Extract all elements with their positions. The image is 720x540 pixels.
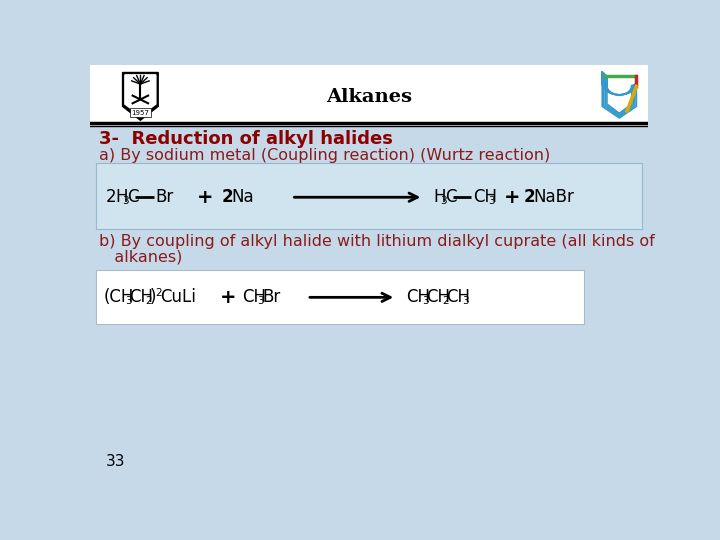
Text: 3: 3 xyxy=(488,196,495,206)
Text: 2: 2 xyxy=(222,188,233,206)
Text: CH: CH xyxy=(242,288,266,306)
Text: CH: CH xyxy=(473,188,497,206)
Text: CuLi: CuLi xyxy=(160,288,196,306)
Text: +: + xyxy=(197,188,213,207)
Text: CH: CH xyxy=(130,288,153,306)
Text: 3: 3 xyxy=(122,196,129,206)
Text: CH: CH xyxy=(446,288,470,306)
Text: 2: 2 xyxy=(106,188,116,206)
Text: a) By sodium metal (Coupling reaction) (Wurtz reaction): a) By sodium metal (Coupling reaction) (… xyxy=(99,148,551,163)
Bar xyxy=(96,269,585,323)
Text: 1957: 1957 xyxy=(132,110,149,116)
Text: 3: 3 xyxy=(441,196,447,206)
Polygon shape xyxy=(125,75,156,116)
Text: NaBr: NaBr xyxy=(534,188,574,206)
Text: +: + xyxy=(220,288,236,307)
Text: C: C xyxy=(127,188,139,206)
Text: Br: Br xyxy=(262,288,280,306)
Text: Alkanes: Alkanes xyxy=(326,88,412,106)
Text: 3-  Reduction of alkyl halides: 3- Reduction of alkyl halides xyxy=(99,130,393,148)
Text: 2: 2 xyxy=(524,188,536,206)
Text: Br: Br xyxy=(155,188,174,206)
Text: CH: CH xyxy=(406,288,431,306)
Text: 33: 33 xyxy=(106,454,125,469)
Text: b) By coupling of alkyl halide with lithium dialkyl cuprate (all kinds of: b) By coupling of alkyl halide with lith… xyxy=(99,234,655,249)
Bar xyxy=(96,164,642,229)
Text: alkanes): alkanes) xyxy=(99,250,183,265)
Text: 3: 3 xyxy=(125,296,132,306)
Text: 2: 2 xyxy=(442,296,449,306)
Text: C: C xyxy=(445,188,456,206)
Text: 3: 3 xyxy=(258,296,264,306)
Text: H: H xyxy=(116,188,128,206)
Text: ): ) xyxy=(150,288,156,306)
Polygon shape xyxy=(122,72,158,120)
Text: +: + xyxy=(504,188,521,207)
Text: (CH: (CH xyxy=(104,288,135,306)
Text: CH: CH xyxy=(426,288,450,306)
Text: Na: Na xyxy=(231,188,253,206)
Text: 3: 3 xyxy=(422,296,428,306)
Text: 2: 2 xyxy=(145,296,152,306)
Bar xyxy=(90,65,648,125)
Text: 2: 2 xyxy=(155,288,162,298)
Text: H: H xyxy=(433,188,446,206)
Text: 3: 3 xyxy=(462,296,469,306)
